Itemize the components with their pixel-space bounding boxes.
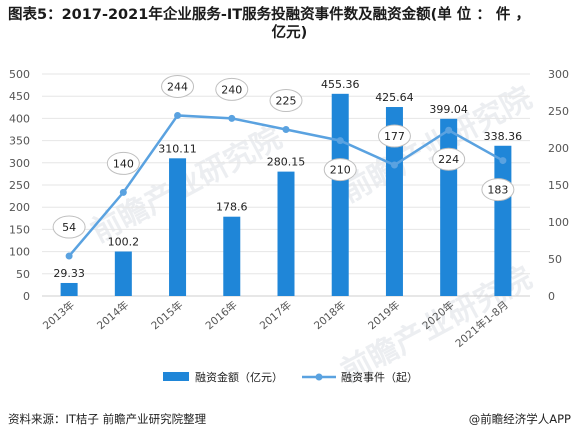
line-value-label: 224	[438, 153, 459, 166]
line-point	[499, 157, 507, 165]
chart-title: 图表5：2017-2021年企业服务-IT服务投融资事件数及融资金额(单 位 ：…	[8, 7, 530, 23]
credit: @前瞻经济学人APP	[468, 412, 571, 426]
bar	[223, 216, 241, 296]
line-point	[228, 114, 236, 122]
x-tick-label: 2020年	[420, 298, 457, 332]
y-right-tick-label: 100	[548, 216, 569, 229]
y-left-tick-label: 450	[9, 90, 30, 103]
y-left-tick-label: 300	[9, 157, 30, 170]
bar-value-label: 399.04	[429, 103, 468, 116]
line-value-bubble	[215, 77, 249, 101]
bar-value-label: 280.15	[267, 156, 306, 169]
line-point	[65, 252, 73, 260]
bar	[169, 158, 187, 296]
bar-value-label: 310.11	[158, 142, 197, 155]
x-tick-label: 2016年	[203, 298, 240, 332]
y-left-tick-label: 400	[9, 112, 30, 125]
line-value-bubble	[52, 215, 86, 239]
bar-value-label: 100.2	[108, 236, 140, 249]
legend-line-marker	[315, 373, 323, 381]
line-value-label: 225	[276, 95, 297, 108]
y-left-tick-label: 50	[16, 268, 30, 281]
line-point	[445, 126, 453, 134]
bar	[60, 282, 78, 296]
line-point	[282, 126, 290, 133]
bar	[440, 118, 458, 297]
line-value-bubble	[106, 151, 140, 175]
line-value-label: 54	[62, 221, 76, 234]
x-tick-label: 2019年	[365, 298, 402, 332]
line-value-label: 240	[221, 83, 242, 96]
bar	[494, 145, 512, 296]
line-value-bubble	[323, 158, 357, 182]
chart-title-block: 图表5：2017-2021年企业服务-IT服务投融资事件数及融资金额(单 位 ：…	[8, 6, 571, 42]
y-left-tick-label: 0	[23, 290, 30, 303]
y-left-tick-label: 150	[9, 223, 30, 236]
legend-bar-label: 融资金额（亿元）	[195, 370, 283, 384]
bar-value-label: 338.36	[484, 130, 523, 143]
legend-bar-swatch	[163, 372, 189, 381]
y-right-tick-label: 300	[548, 68, 569, 81]
bar	[277, 171, 295, 296]
y-left-tick-label: 100	[9, 246, 30, 259]
x-tick-label: 2014年	[94, 298, 131, 332]
y-right-tick-label: 50	[548, 253, 562, 266]
bar	[385, 107, 403, 296]
x-tick-label: 2013年	[40, 298, 77, 332]
bar	[114, 251, 132, 296]
x-tick-label: 2021年1-8月	[453, 298, 511, 350]
line-point	[119, 188, 127, 196]
bar-value-label: 455.36	[321, 78, 360, 91]
y-left-tick-label: 350	[9, 135, 30, 148]
line-value-bubble	[269, 89, 303, 112]
x-tick-label: 2015年	[149, 298, 186, 332]
y-left-tick-label: 250	[9, 179, 30, 192]
chart-title-line2: 亿元)	[271, 25, 308, 41]
line-point	[336, 137, 344, 145]
line-point	[174, 111, 182, 119]
bar	[331, 93, 349, 296]
y-right-tick-label: 200	[548, 142, 569, 155]
x-tick-label: 2018年	[311, 298, 348, 332]
y-left-tick-label: 500	[9, 68, 30, 81]
line-value-bubble	[377, 124, 411, 148]
line-value-bubble	[432, 147, 466, 171]
y-right-tick-label: 250	[548, 105, 569, 118]
y-left-tick-label: 200	[9, 201, 30, 214]
line-value-label: 177	[384, 130, 405, 143]
line-value-label: 140	[113, 157, 134, 170]
source-note: 资料来源：IT桔子 前瞻产业研究院整理	[8, 412, 207, 426]
line-value-label: 210	[330, 164, 351, 177]
bar-value-label: 178.6	[216, 201, 248, 214]
x-tick-label: 2017年	[257, 298, 294, 332]
line-value-label: 244	[167, 80, 188, 93]
bar-value-label: 425.64	[375, 91, 414, 104]
line-value-bubble	[161, 74, 195, 98]
line-value-bubble	[481, 178, 515, 202]
bar-value-label: 29.33	[53, 267, 85, 280]
y-right-tick-label: 0	[548, 290, 555, 303]
legend-line-label: 融资事件（起）	[341, 371, 418, 384]
line-value-label: 183	[487, 184, 508, 197]
line-point	[390, 161, 398, 169]
chart: 0 50 100 150 200 250 300 350 400 450 500 0 50 100 150 2…	[9, 68, 569, 384]
y-right-tick-label: 150	[548, 179, 569, 192]
